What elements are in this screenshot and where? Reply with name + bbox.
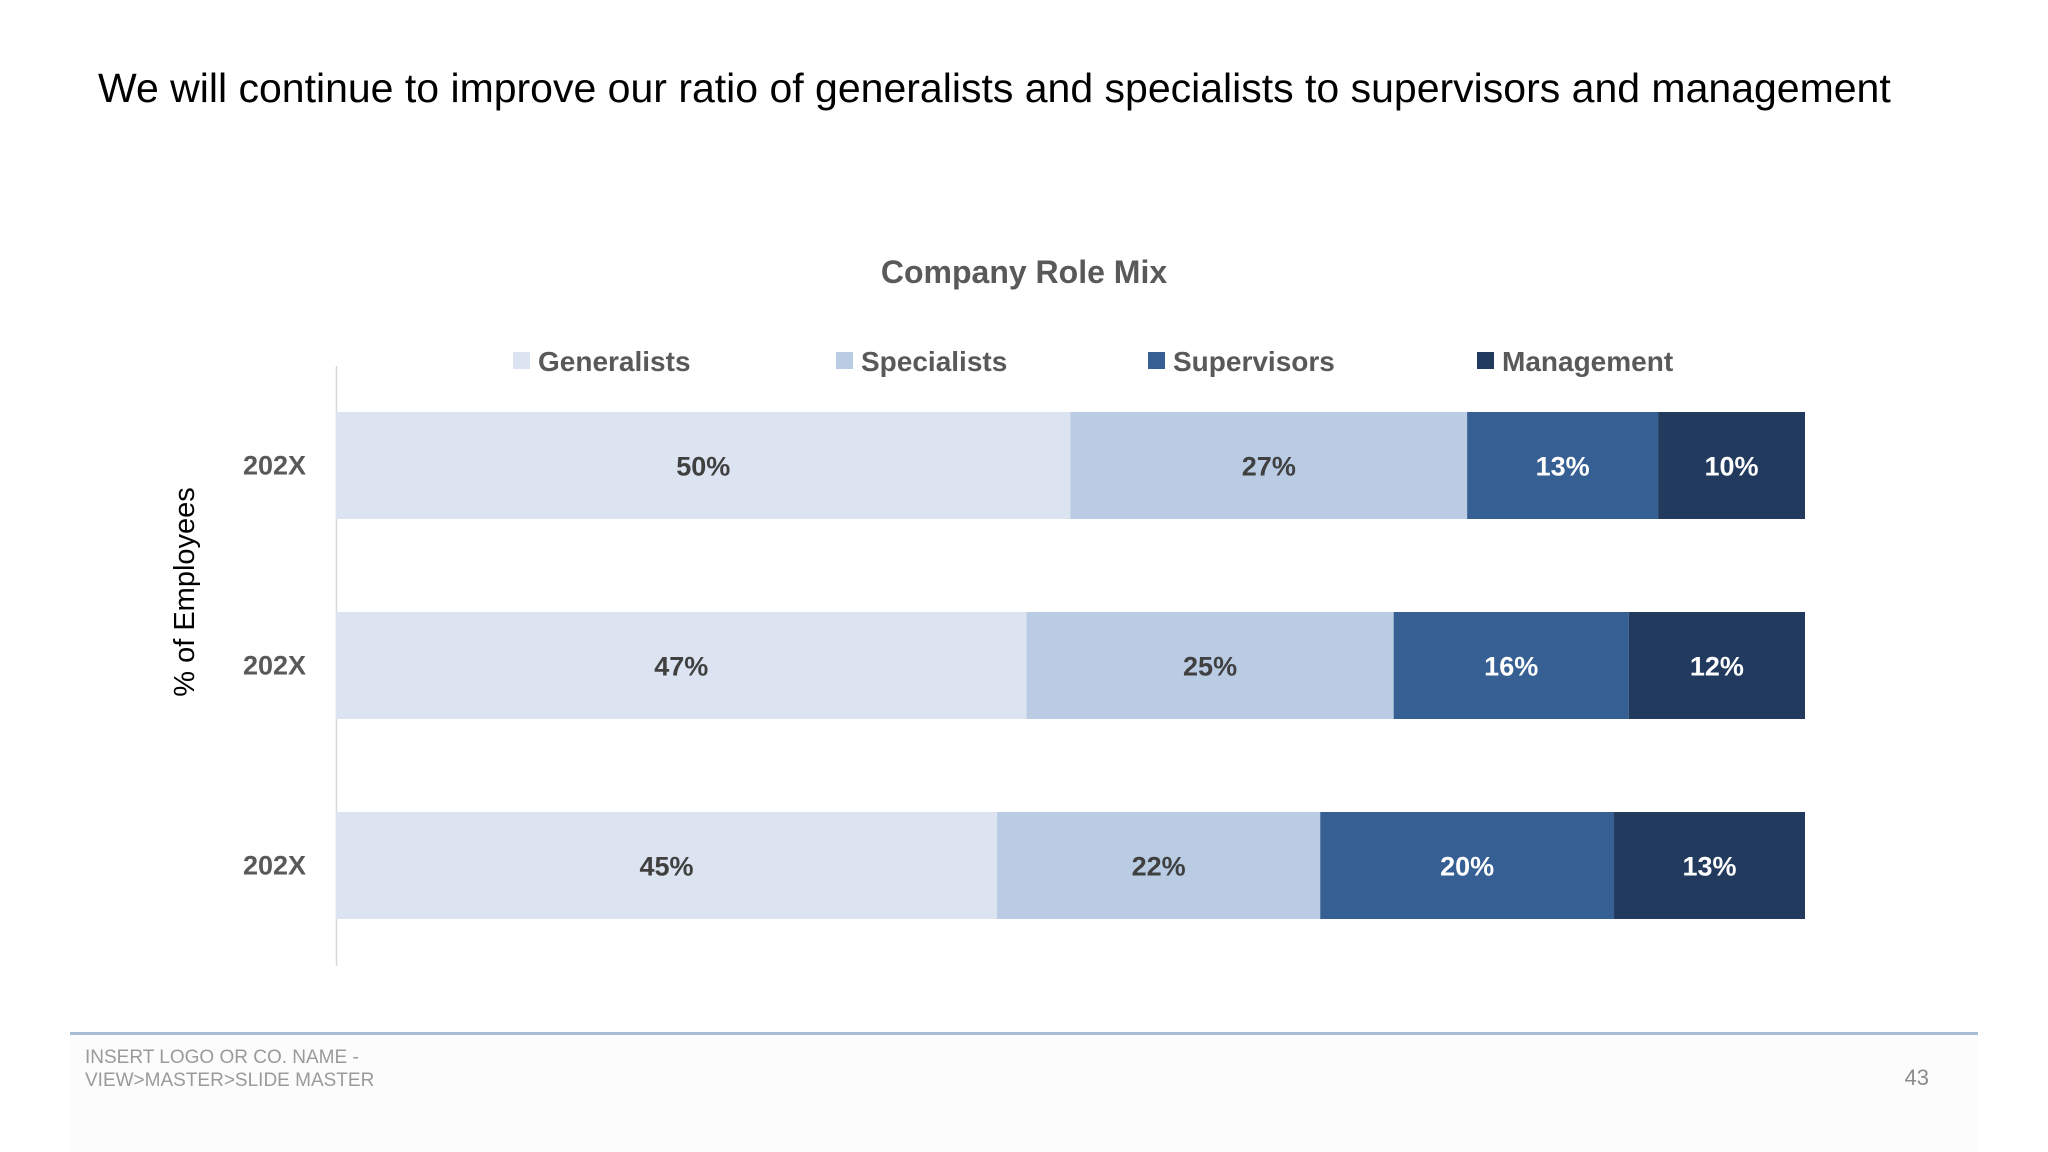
- data-label: 13%: [1536, 452, 1590, 482]
- bar-segment-supervisors: [1467, 412, 1659, 519]
- data-label: 27%: [1242, 452, 1296, 482]
- data-label: 25%: [1183, 652, 1237, 682]
- page-number: 43: [1904, 1065, 1929, 1090]
- data-label: 12%: [1690, 652, 1744, 682]
- data-label: 16%: [1484, 652, 1538, 682]
- bar-segment-specialists: [1026, 612, 1394, 719]
- category-tick-label: 202X: [243, 451, 306, 481]
- legend-swatch-generalists: [513, 352, 530, 369]
- footer-band: [70, 1035, 1978, 1152]
- y-axis-title: % of Employees: [169, 487, 201, 697]
- data-label: 47%: [654, 652, 708, 682]
- data-label: 10%: [1705, 452, 1759, 482]
- data-label: 20%: [1440, 852, 1494, 882]
- bar-segment-generalists: [336, 412, 1071, 519]
- legend-label-generalists: Generalists: [538, 346, 691, 377]
- legend-label-specialists: Specialists: [861, 346, 1007, 377]
- legend-swatch-management: [1477, 352, 1494, 369]
- bar-segment-supervisors: [1393, 612, 1629, 719]
- category-tick-label: 202X: [243, 651, 306, 681]
- bar-segment-management: [1658, 412, 1805, 519]
- footer-line-2: VIEW>MASTER>SLIDE MASTER: [85, 1070, 375, 1091]
- legend-swatch-specialists: [836, 352, 853, 369]
- bar-segment-supervisors: [1320, 812, 1615, 919]
- bar-segment-management: [1628, 612, 1805, 719]
- legend-label-management: Management: [1502, 346, 1673, 377]
- bar-segment-specialists: [1070, 412, 1468, 519]
- bar-segment-management: [1614, 812, 1805, 919]
- footer-line-1: INSERT LOGO OR CO. NAME -: [85, 1047, 359, 1068]
- category-tick-labels: 202X 202X 202X: [243, 451, 306, 881]
- bar-segment-generalists: [336, 812, 998, 919]
- slide-title: We will continue to improve our ratio of…: [98, 65, 1891, 111]
- data-label: 45%: [640, 852, 694, 882]
- legend-label-supervisors: Supervisors: [1173, 346, 1335, 377]
- bar-segment-generalists: [336, 612, 1027, 719]
- chart-bars: 50% 27% 13% 10% 47% 25% 16% 12% 45% 22% 20% 13%: [336, 412, 1805, 919]
- chart-title: Company Role Mix: [881, 254, 1167, 290]
- data-label: 50%: [676, 452, 730, 482]
- footer-logo-placeholder: INSERT LOGO OR CO. NAME - VIEW>MASTER>SL…: [85, 1046, 374, 1092]
- legend-swatch-supervisors: [1148, 352, 1165, 369]
- data-label: 22%: [1132, 852, 1186, 882]
- category-tick-label: 202X: [243, 851, 306, 881]
- bar-segment-specialists: [997, 812, 1321, 919]
- footer-divider: [70, 1032, 1978, 1035]
- chart-legend: Generalists Specialists Supervisors Managem…: [513, 346, 1673, 377]
- data-label: 13%: [1682, 852, 1736, 882]
